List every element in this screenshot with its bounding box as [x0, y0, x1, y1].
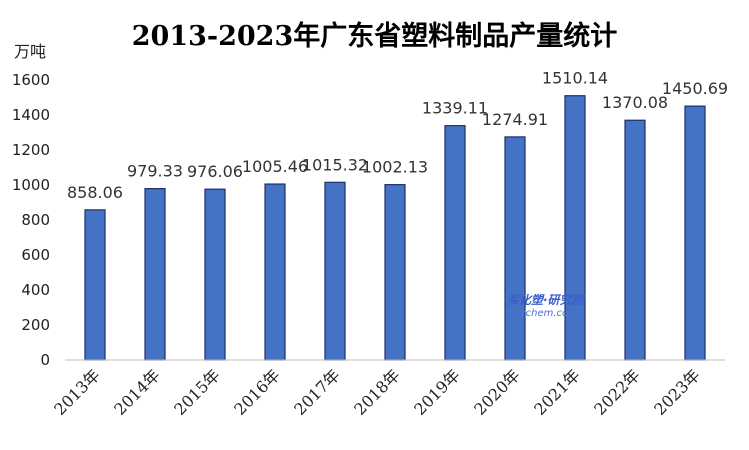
data-label: 858.06 — [67, 183, 123, 202]
bar — [384, 184, 406, 361]
x-tick-label: 2016年 — [230, 365, 284, 419]
watermark-main-text: 买化塑·研究院 — [507, 293, 584, 307]
x-tick-label: 2022年 — [590, 365, 644, 419]
y-axis-ticks: 0 200 400 600 800 1000 1200 1400 1600 — [12, 71, 50, 369]
data-label: 1002.13 — [362, 158, 428, 177]
bar — [324, 181, 346, 361]
data-label: 1274.91 — [482, 110, 548, 129]
bar — [264, 183, 286, 361]
x-tick-label: 2015年 — [170, 365, 224, 419]
data-label: 1450.69 — [662, 79, 728, 98]
bar — [204, 188, 226, 361]
x-tick-label: 2017年 — [290, 365, 344, 419]
x-tick-label: 2021年 — [530, 365, 584, 419]
y-tick-label: 1200 — [12, 141, 50, 159]
data-label: 979.33 — [127, 162, 183, 181]
bars — [84, 95, 706, 361]
y-tick-label: 1400 — [12, 106, 50, 124]
bar — [684, 105, 706, 361]
y-tick-label: 200 — [21, 316, 50, 334]
x-tick-label: 2023年 — [650, 365, 704, 419]
x-tick-label: 2014年 — [110, 365, 164, 419]
bar — [624, 119, 646, 361]
watermark-sub-text: buychem.com — [507, 308, 578, 319]
y-tick-label: 1000 — [12, 176, 50, 194]
x-axis-ticks: 2013年 2014年 2015年 2016年 2017年 2018年 2019年 2020年… — [50, 365, 704, 419]
data-label: 1370.08 — [602, 93, 668, 112]
bar — [504, 136, 526, 361]
data-label: 976.06 — [187, 162, 243, 181]
y-tick-label: 800 — [21, 211, 50, 229]
y-axis-unit-label: 万吨 — [14, 42, 47, 61]
chart-title: 2013-2023年广东省塑料制品产量统计 — [131, 21, 618, 52]
x-tick-label: 2020年 — [470, 365, 524, 419]
data-label: 1339.11 — [422, 99, 488, 118]
y-tick-label: 1600 — [12, 71, 50, 89]
bar — [144, 188, 166, 361]
data-label: 1005.46 — [242, 157, 308, 176]
bar — [84, 209, 106, 361]
bar — [564, 95, 586, 361]
bar — [444, 125, 466, 361]
y-tick-label: 400 — [21, 281, 50, 299]
watermark-logo: 买化塑·研究院 buychem.com — [507, 294, 584, 319]
y-tick-label: 600 — [21, 246, 50, 264]
data-label: 1015.32 — [302, 155, 368, 174]
x-tick-label: 2018年 — [350, 365, 404, 419]
y-tick-label: 0 — [40, 351, 50, 369]
data-label: 1510.14 — [542, 69, 608, 88]
x-tick-label: 2013年 — [50, 365, 104, 419]
x-tick-label: 2019年 — [410, 365, 464, 419]
